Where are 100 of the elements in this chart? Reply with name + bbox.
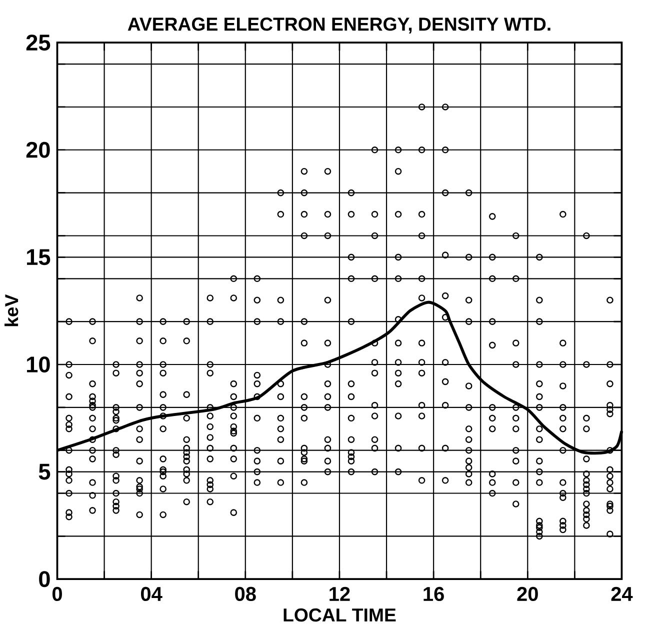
point [254, 296, 261, 304]
point [583, 360, 590, 368]
point [418, 146, 426, 154]
point [300, 210, 308, 218]
point [324, 393, 332, 400]
point [348, 414, 355, 422]
point [183, 448, 190, 456]
point [348, 448, 355, 456]
point [66, 318, 72, 325]
point [606, 478, 614, 486]
point [66, 360, 72, 368]
point [606, 502, 614, 510]
point [536, 522, 543, 529]
point [160, 318, 166, 325]
point [230, 427, 238, 434]
point [206, 360, 214, 368]
point [583, 500, 590, 508]
point [230, 294, 238, 302]
point [112, 472, 120, 480]
point [583, 511, 590, 518]
point [418, 103, 426, 110]
point [583, 490, 590, 496]
point [418, 232, 426, 239]
point [512, 360, 520, 368]
point [488, 414, 496, 422]
point [89, 425, 96, 432]
point [112, 506, 120, 514]
point [606, 472, 614, 480]
point [89, 380, 96, 388]
point [112, 498, 120, 506]
point [136, 490, 143, 496]
point [583, 476, 590, 484]
point [512, 500, 520, 508]
point [66, 421, 72, 428]
point [206, 434, 214, 441]
point [442, 314, 449, 321]
point [206, 444, 214, 452]
point [371, 339, 378, 346]
point [183, 318, 190, 325]
point [254, 318, 261, 325]
point [394, 275, 402, 282]
point [371, 275, 378, 282]
x-tick-label: 20 [517, 586, 538, 601]
point [442, 189, 449, 196]
point [112, 425, 120, 432]
point [394, 380, 402, 388]
point [254, 468, 261, 476]
point [371, 412, 378, 420]
point [66, 470, 72, 478]
point [324, 168, 332, 175]
point [183, 337, 190, 344]
point [371, 232, 378, 239]
point [324, 232, 332, 239]
point [348, 275, 355, 282]
point [536, 524, 543, 531]
point [66, 476, 72, 484]
point [348, 189, 355, 196]
point [324, 458, 332, 464]
point [418, 370, 426, 376]
point [277, 318, 284, 325]
point [560, 526, 566, 533]
point [488, 490, 496, 496]
point [583, 515, 590, 522]
point [488, 478, 496, 486]
point [465, 425, 472, 432]
point [112, 404, 120, 411]
point [300, 448, 308, 456]
point [560, 339, 566, 346]
point [183, 498, 190, 506]
point [394, 370, 402, 376]
point [371, 436, 378, 443]
point [348, 210, 355, 218]
point [136, 485, 143, 492]
y-axis-title: keV [4, 294, 18, 326]
point [394, 468, 402, 476]
point [89, 446, 96, 454]
point [488, 254, 496, 260]
point [371, 444, 378, 452]
point [254, 393, 261, 400]
point [89, 402, 96, 408]
x-tick-label: 0 [52, 586, 62, 601]
point [465, 446, 472, 454]
point [206, 294, 214, 302]
point [324, 436, 332, 443]
point [583, 522, 590, 529]
point [394, 444, 402, 452]
point [160, 337, 166, 344]
point [442, 251, 449, 258]
point [583, 470, 590, 478]
point [112, 370, 120, 376]
point [254, 478, 261, 486]
point [254, 446, 261, 454]
point [277, 458, 284, 464]
point [254, 372, 261, 378]
point [160, 511, 166, 518]
point [136, 476, 143, 484]
point [606, 446, 614, 454]
point [230, 412, 238, 420]
point [465, 189, 472, 196]
point [89, 337, 96, 344]
